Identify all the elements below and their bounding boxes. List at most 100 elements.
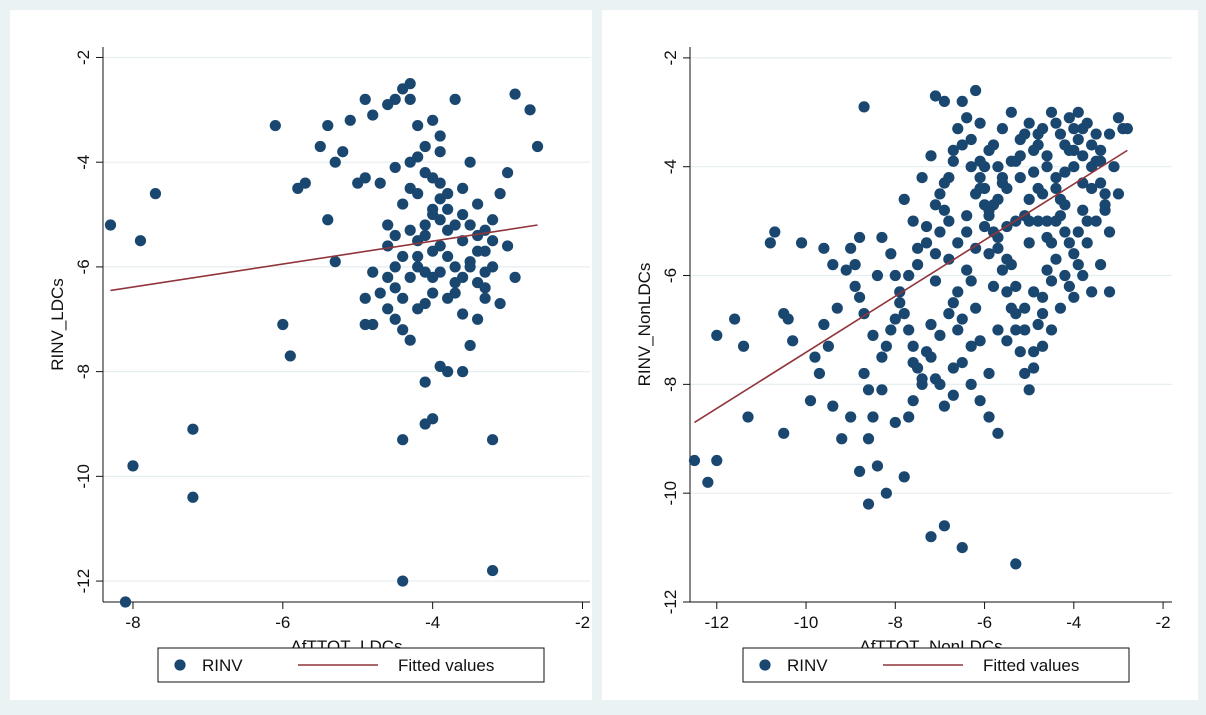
scatter-point bbox=[818, 318, 830, 331]
scatter-point bbox=[1081, 237, 1093, 249]
scatter-point bbox=[1068, 144, 1080, 156]
scatter-point bbox=[1050, 171, 1062, 184]
scatter-point bbox=[894, 297, 906, 309]
scatter-point bbox=[389, 161, 401, 174]
scatter-point bbox=[1010, 155, 1022, 167]
scatter-point bbox=[907, 340, 919, 352]
scatter-point bbox=[938, 400, 950, 412]
scatter-point bbox=[1063, 280, 1075, 293]
scatter-point bbox=[531, 140, 544, 153]
scatter-point bbox=[419, 418, 431, 430]
scatter-point bbox=[992, 324, 1004, 336]
scatter-point bbox=[501, 167, 514, 179]
scatter-point bbox=[1028, 166, 1040, 178]
y-tick-label: -10 bbox=[74, 464, 93, 489]
scatter-point bbox=[479, 282, 491, 294]
scatter-point bbox=[1059, 269, 1071, 282]
scatter-point bbox=[457, 366, 469, 378]
scatter-point bbox=[329, 156, 341, 168]
scatter-point bbox=[925, 531, 937, 543]
scatter-point bbox=[382, 271, 394, 283]
scatter-point bbox=[943, 308, 955, 320]
y-tick-label: -4 bbox=[74, 155, 93, 170]
scatter-point bbox=[1010, 324, 1022, 336]
scatter-point bbox=[1005, 106, 1017, 118]
scatter-point bbox=[925, 351, 937, 363]
scatter-point bbox=[858, 308, 870, 320]
scatter-point bbox=[1072, 259, 1084, 271]
scatter-point bbox=[898, 193, 910, 205]
scatter-point bbox=[1059, 199, 1071, 211]
scatter-point bbox=[1068, 123, 1080, 135]
scatter-point bbox=[1121, 123, 1133, 135]
scatter-point bbox=[1072, 133, 1084, 146]
scatter-point bbox=[397, 292, 409, 304]
scatter-point bbox=[389, 282, 401, 294]
scatter-point bbox=[956, 139, 968, 151]
scatter-point bbox=[494, 188, 506, 200]
scatter-point bbox=[769, 226, 781, 238]
scatter-point bbox=[983, 210, 995, 222]
scatter-point bbox=[404, 271, 416, 283]
scatter-point bbox=[1036, 291, 1049, 303]
scatter-point bbox=[1086, 286, 1098, 298]
scatter-point bbox=[187, 491, 199, 503]
x-tick-label: -10 bbox=[794, 613, 819, 632]
scatter-point bbox=[359, 318, 371, 331]
scatter-point bbox=[1010, 558, 1022, 570]
scatter-point bbox=[1094, 259, 1107, 271]
scatter-point bbox=[1077, 204, 1089, 216]
scatter-point bbox=[853, 465, 866, 478]
scatter-point bbox=[464, 339, 476, 352]
scatter-point bbox=[827, 259, 839, 271]
chart-panel-2: -2-4-6-8-10-12-12 -10 -8 -6 -4 -2AfTTOT_NonLD… bbox=[602, 10, 1198, 700]
scatter-point bbox=[907, 395, 919, 407]
scatter-point bbox=[449, 261, 461, 273]
scatter-point bbox=[1086, 182, 1098, 195]
y-tick-label: -2 bbox=[74, 50, 93, 65]
scatter-point bbox=[389, 313, 401, 325]
scatter-point bbox=[1108, 161, 1120, 173]
scatter-point bbox=[996, 171, 1009, 184]
scatter-point bbox=[965, 340, 977, 352]
legend-marker-rinv bbox=[759, 659, 771, 671]
scatter-point bbox=[929, 199, 942, 211]
scatter-point bbox=[457, 182, 469, 194]
scatter-point bbox=[965, 133, 977, 146]
scatter-point bbox=[876, 384, 888, 396]
scatter-point bbox=[764, 237, 776, 249]
scatter-point bbox=[853, 231, 866, 244]
scatter-point bbox=[359, 172, 371, 184]
scatter-point bbox=[1019, 324, 1031, 336]
scatter-point bbox=[487, 564, 499, 577]
scatter-point bbox=[845, 242, 857, 254]
scatter-point bbox=[434, 360, 446, 372]
scatter-point bbox=[974, 335, 986, 347]
y-tick-label: -10 bbox=[661, 481, 680, 506]
scatter-point bbox=[419, 219, 431, 231]
scatter-point bbox=[397, 575, 409, 587]
scatter-point bbox=[442, 203, 454, 215]
scatter-point bbox=[907, 356, 919, 369]
scatter-point bbox=[702, 476, 714, 488]
scatter-point bbox=[1059, 166, 1071, 178]
scatter-point bbox=[978, 199, 991, 211]
scatter-point bbox=[974, 171, 986, 184]
scatter-point bbox=[397, 250, 409, 263]
scatter-point bbox=[134, 235, 147, 247]
y-tick-label: -12 bbox=[74, 569, 93, 594]
scatter-point bbox=[509, 271, 521, 283]
scatter-point bbox=[427, 271, 439, 283]
scatter-point bbox=[862, 433, 875, 445]
x-tick-label: -4 bbox=[1066, 613, 1081, 632]
scatter-point bbox=[1072, 106, 1084, 118]
scatter-point bbox=[1054, 210, 1067, 222]
scatter-point bbox=[344, 114, 356, 126]
scatter-point bbox=[404, 224, 416, 236]
scatter-point bbox=[419, 376, 431, 388]
scatter-point bbox=[1050, 182, 1062, 195]
fitted-line bbox=[694, 149, 1128, 424]
scatter-point bbox=[1045, 106, 1058, 118]
scatter-point bbox=[1054, 302, 1067, 314]
scatter-point bbox=[1086, 139, 1098, 151]
